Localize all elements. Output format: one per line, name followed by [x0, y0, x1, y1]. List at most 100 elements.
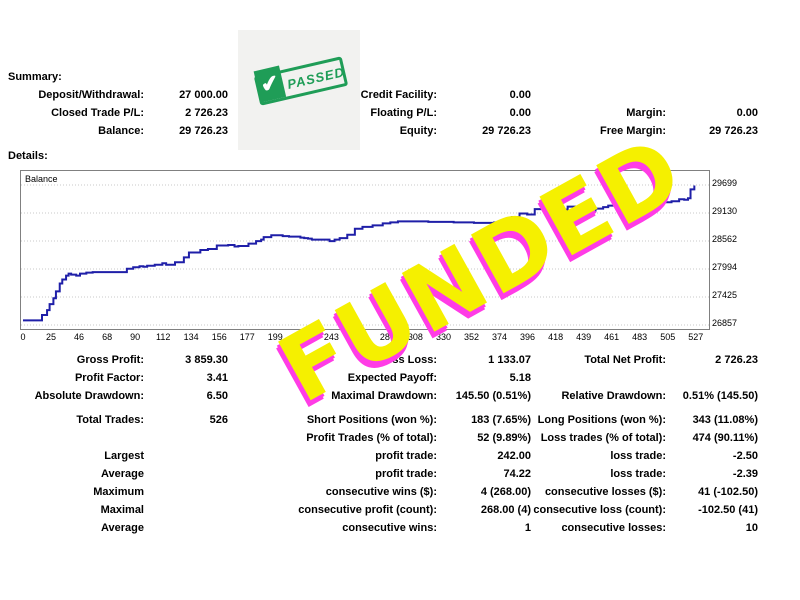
consecutive-losses-money-value: 41 (-102.50)	[698, 486, 758, 498]
closed-pl-value: 2 726.23	[185, 107, 228, 119]
summary-title: Summary:	[8, 71, 62, 83]
deposit-label: Deposit/Withdrawal:	[38, 89, 144, 101]
x-tick-label: 308	[407, 332, 423, 342]
long-positions-label: Long Positions (won %):	[537, 414, 666, 426]
x-tick-label: 25	[46, 332, 57, 342]
floating-value: 0.00	[509, 107, 531, 119]
maximal-drawdown-label: Maximal Drawdown:	[331, 390, 437, 402]
free-margin-value: 29 726.23	[709, 125, 758, 137]
maximum-label: Maximum	[93, 486, 144, 498]
loss-trades-label: Loss trades (% of total):	[540, 432, 666, 444]
y-tick-label: 28562	[712, 234, 738, 244]
x-tick-label: 527	[688, 332, 704, 342]
balance-line	[23, 185, 696, 322]
largest-loss-label: loss trade:	[610, 450, 666, 462]
long-positions-value: 343 (11.08%)	[692, 414, 758, 426]
short-positions-value: 183 (7.65%)	[471, 414, 531, 426]
x-tick-label: 374	[492, 332, 508, 342]
absolute-drawdown-label: Absolute Drawdown:	[34, 390, 144, 402]
gross-loss-value: 1 133.07	[488, 354, 531, 366]
x-tick-label: 505	[660, 332, 676, 342]
consecutive-profit-count-label: consecutive profit (count):	[298, 504, 437, 516]
x-tick-label: 483	[632, 332, 648, 342]
equity-label: Equity:	[399, 125, 437, 137]
deposit-value: 27 000.00	[179, 89, 228, 101]
balance-chart: Balance	[20, 170, 710, 330]
consecutive-loss-count-label: consecutive loss (count):	[533, 504, 666, 516]
x-tick-label: 461	[604, 332, 620, 342]
y-tick-label: 27994	[712, 261, 738, 272]
details-title: Details:	[8, 150, 48, 162]
x-tick-label: 418	[548, 332, 564, 342]
maximal-drawdown-value: 145.50 (0.51%)	[455, 390, 531, 402]
x-tick-label: 199	[267, 332, 283, 342]
average-consecutive-label: Average	[100, 522, 144, 534]
total-net-profit-value: 2 726.23	[715, 354, 758, 366]
profit-trades-label: Profit Trades (% of total):	[306, 432, 437, 444]
largest-label: Largest	[104, 450, 144, 462]
x-tick-label: 265	[351, 332, 367, 342]
gross-profit-value: 3 859.30	[185, 354, 228, 366]
y-tick-label: 27425	[712, 290, 738, 301]
y-tick-label: 29699	[712, 178, 738, 188]
expected-payoff-label: Expected Payoff:	[347, 372, 437, 384]
consecutive-loss-count-value: -102.50 (41)	[698, 504, 758, 516]
largest-profit-label: profit trade:	[375, 450, 437, 462]
profit-factor-label: Profit Factor:	[74, 372, 144, 384]
profit-trades-value: 52 (9.89%)	[477, 432, 531, 444]
maximal-label: Maximal	[100, 504, 144, 516]
expected-payoff-value: 5.18	[509, 372, 531, 384]
balance-chart-plot	[21, 184, 709, 326]
consecutive-wins-money-value: 4 (268.00)	[480, 486, 531, 498]
total-net-profit-label: Total Net Profit:	[584, 354, 666, 366]
gross-loss-label: Gross Loss:	[372, 354, 437, 366]
total-trades-value: 526	[209, 414, 228, 426]
balance-label: Balance:	[98, 125, 144, 137]
x-tick-label: 439	[576, 332, 592, 342]
passed-stamp-text: PASSED	[285, 64, 347, 92]
x-tick-label: 0	[20, 332, 26, 342]
margin-label: Margin:	[626, 107, 666, 119]
credit-value: 0.00	[509, 89, 531, 101]
average-loss-label: loss trade:	[610, 468, 666, 480]
relative-drawdown-value: 0.51% (145.50)	[682, 390, 758, 402]
consecutive-losses-value: 10	[745, 522, 758, 534]
x-tick-label: 221	[295, 332, 311, 342]
equity-value: 29 726.23	[482, 125, 531, 137]
y-tick-label: 29130	[712, 206, 738, 217]
checkmark-icon: ✔	[253, 65, 287, 103]
balance-value: 29 726.23	[179, 125, 228, 137]
loss-trades-value: 474 (90.11%)	[692, 432, 758, 444]
margin-value: 0.00	[736, 107, 758, 119]
y-tick-label: 26857	[712, 318, 738, 328]
x-tick-label: 112	[155, 332, 171, 342]
average-profit-label: profit trade:	[375, 468, 437, 480]
x-tick-label: 352	[463, 332, 480, 342]
floating-label: Floating P/L:	[370, 107, 437, 119]
average-loss-value: -2.39	[732, 468, 758, 480]
average-profit-value: 74.22	[503, 468, 531, 480]
consecutive-wins-money-label: consecutive wins ($):	[325, 486, 437, 498]
largest-profit-value: 242.00	[497, 450, 531, 462]
x-tick-label: 156	[211, 332, 227, 342]
relative-drawdown-label: Relative Drawdown:	[561, 390, 666, 402]
free-margin-label: Free Margin:	[599, 125, 666, 137]
credit-label: Credit Facility:	[360, 89, 437, 101]
consecutive-wins-label: consecutive wins:	[342, 522, 437, 534]
x-tick-label: 68	[102, 332, 113, 342]
largest-loss-value: -2.50	[732, 450, 758, 462]
gross-profit-label: Gross Profit:	[76, 354, 144, 366]
x-tick-label: 90	[130, 332, 141, 342]
x-tick-label: 287	[379, 332, 395, 342]
x-tick-label: 134	[183, 332, 199, 342]
x-tick-label: 46	[74, 332, 85, 342]
consecutive-losses-money-label: consecutive losses ($):	[544, 486, 666, 498]
consecutive-wins-value: 1	[524, 522, 531, 534]
total-trades-label: Total Trades:	[76, 414, 144, 426]
short-positions-label: Short Positions (won %):	[306, 414, 437, 426]
chart-legend: Balance	[25, 174, 58, 184]
average-label: Average	[100, 468, 144, 480]
closed-pl-label: Closed Trade P/L:	[51, 107, 144, 119]
x-tick-label: 177	[239, 332, 255, 342]
consecutive-losses-label: consecutive losses:	[561, 522, 666, 534]
